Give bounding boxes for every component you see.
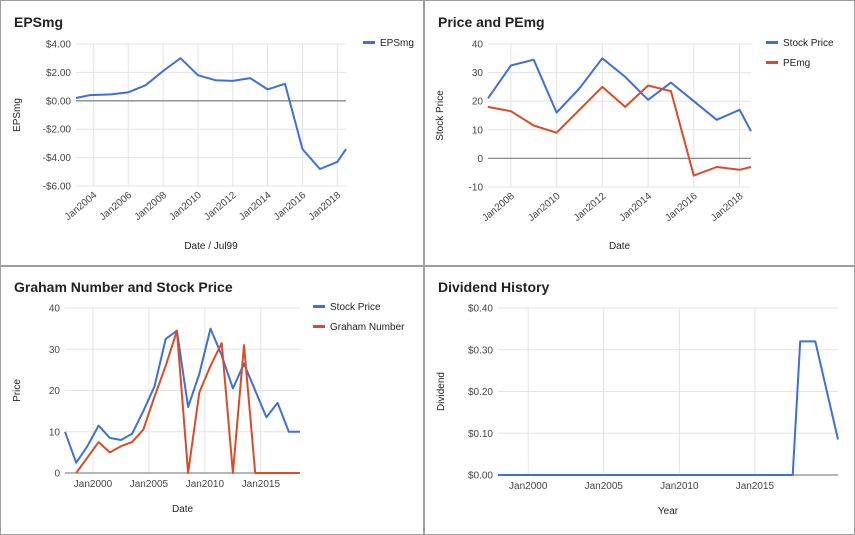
series-line-pemg [487, 84, 752, 177]
y-axis-title: Price [12, 379, 23, 402]
chart-title: EPSmg [14, 14, 63, 30]
series-line-series [498, 340, 839, 476]
x-tick-label: Jan2010 [526, 191, 563, 224]
legend-label: Stock Price [330, 302, 381, 313]
legend-swatch [313, 325, 325, 328]
chart-epsmg: EPSmg$4.00$2.00$0.00-$2.00-$4.00-$6.00Ja… [12, 14, 414, 252]
x-tick-label: Jan2012 [572, 191, 609, 224]
y-tick-label: 20 [49, 386, 61, 397]
x-tick-label: Jan2004 [63, 190, 100, 223]
chart-title: Graham Number and Stock Price [14, 279, 233, 295]
series-line-stock-price [487, 57, 752, 132]
x-tick-label: Jan2015 [736, 481, 775, 492]
x-tick-label: Jan2006 [98, 190, 135, 223]
y-tick-label: $0.40 [468, 304, 493, 315]
y-axis-title: EPSmg [12, 98, 23, 132]
y-tick-label: 40 [472, 40, 484, 51]
y-tick-label: -10 [469, 183, 484, 194]
y-tick-label: -$2.00 [43, 125, 72, 136]
x-tick-label: Jan2012 [202, 190, 239, 223]
series-line-epsmg [75, 57, 347, 170]
legend-label: Graham Number [330, 322, 405, 333]
y-tick-label: $0.30 [468, 345, 493, 356]
panel-graham: Graham Number and Stock Price 40 30 20 10 0 Ja… [1, 267, 423, 534]
chart-graham: Graham Number and Stock Price 40 30 20 10 0 Ja… [12, 279, 405, 515]
panel-dividend: Dividend History $0.40 $0.30 $0.20 $0.10 $0.0… [425, 267, 854, 534]
series-line-graham-number [75, 329, 300, 474]
x-tick-label: Jan2010 [167, 190, 204, 223]
y-axis-title: Dividend [436, 372, 447, 411]
y-tick-label: $0.10 [468, 429, 493, 440]
y-tick-label: 30 [49, 345, 61, 356]
y-tick-label: 10 [49, 427, 61, 438]
y-tick-label: 10 [472, 125, 484, 136]
legend-swatch [766, 61, 778, 64]
y-tick-label: -$4.00 [43, 153, 72, 164]
panel-epsmg: EPSmg $4.00 $2.00 $0.00 -$2.00 -$4.00 -$6.00 Ja… [1, 1, 423, 265]
x-tick-label: Jan2018 [307, 190, 344, 223]
y-tick-label: 30 [472, 68, 484, 79]
legend-label: EPSmg [380, 38, 414, 49]
panel-price-pemg: Price and PEmg 40 30 20 10 0 -10 Jan2008 Jan2010… [425, 1, 854, 265]
chart-title: Price and PEmg [438, 14, 545, 30]
x-tick-label: Jan2018 [709, 191, 746, 224]
legend-label: Stock Price [783, 38, 834, 49]
x-tick-label: Jan2005 [130, 479, 169, 490]
x-axis-title: Year [658, 506, 679, 517]
x-axis-title: Date [172, 504, 194, 515]
x-tick-label: Jan2014 [237, 190, 274, 223]
y-tick-label: 40 [49, 304, 61, 315]
series-line-stock-price [64, 327, 300, 464]
x-tick-label: Jan2014 [618, 191, 655, 224]
x-tick-label: Jan2016 [663, 191, 700, 224]
x-tick-label: Jan2008 [480, 191, 517, 224]
x-tick-label: Jan2016 [272, 190, 309, 223]
x-tick-label: Jan2010 [186, 479, 225, 490]
y-tick-label: 0 [54, 469, 60, 480]
legend-label: PEmg [783, 58, 810, 69]
x-tick-label: Jan2010 [660, 481, 699, 492]
legend-swatch [766, 41, 778, 44]
x-tick-label: Jan2008 [133, 190, 170, 223]
legend-swatch [313, 305, 325, 308]
x-axis-title: Date / Jul99 [184, 241, 238, 252]
x-axis-title: Date [609, 241, 631, 252]
y-tick-label: 0 [477, 154, 483, 165]
y-tick-label: -$6.00 [43, 182, 72, 193]
x-tick-label: Jan2000 [509, 481, 548, 492]
chart-title: Dividend History [438, 279, 549, 295]
chart-dividend: Dividend History $0.40 $0.30 $0.20 $0.10 $0.0… [436, 279, 839, 517]
x-tick-label: Jan2005 [585, 481, 624, 492]
legend-swatch [363, 41, 375, 44]
x-tick-label: Jan2015 [242, 479, 281, 490]
y-tick-label: $2.00 [46, 68, 71, 79]
y-tick-label: $0.20 [468, 387, 493, 398]
y-tick-label: 20 [472, 97, 484, 108]
y-tick-label: $0.00 [46, 96, 71, 107]
x-tick-label: Jan2000 [74, 479, 113, 490]
y-axis-title: Stock Price [435, 90, 446, 141]
y-tick-label: $0.00 [468, 471, 493, 482]
y-tick-label: $4.00 [46, 40, 71, 51]
